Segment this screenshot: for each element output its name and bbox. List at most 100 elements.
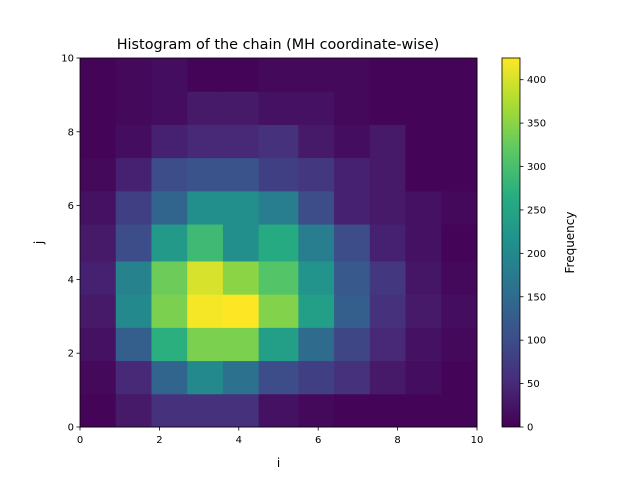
- heatmap-cell: [369, 327, 407, 362]
- heatmap-cell: [258, 124, 299, 159]
- x-axis-ticks: 0 2 4 6 8 10: [77, 427, 483, 446]
- heatmap-cell: [405, 294, 442, 328]
- colorbar-tick-label: 0: [527, 423, 533, 434]
- y-tick-label: 4: [68, 275, 74, 286]
- heatmap-cell: [80, 294, 117, 328]
- heatmap-cell: [80, 393, 117, 428]
- x-tick-label: 4: [236, 435, 242, 446]
- y-tick-label: 0: [68, 423, 74, 434]
- heatmap-cell: [187, 157, 224, 192]
- heatmap-cell: [115, 393, 152, 428]
- heatmap-cell: [187, 224, 224, 262]
- heatmap-cell: [151, 124, 188, 159]
- heatmap-cell: [151, 224, 188, 262]
- heatmap-cell: [151, 190, 188, 225]
- heatmap-cell: [441, 393, 478, 428]
- heatmap-cell: [80, 124, 117, 159]
- heatmap-cell: [115, 294, 152, 328]
- heatmap-cell: [151, 58, 188, 92]
- heatmap-cell: [298, 260, 335, 295]
- heatmap-cell: [187, 360, 224, 395]
- heatmap-cell: [80, 190, 117, 225]
- heatmap-cell: [222, 260, 260, 295]
- heatmap-cell: [187, 190, 224, 225]
- heatmap-cell: [151, 157, 188, 192]
- heatmap-cell: [258, 294, 299, 328]
- heatmap-cell: [441, 124, 478, 159]
- heatmap-cell: [258, 190, 299, 225]
- heatmap-cell: [369, 157, 407, 192]
- y-tick-label: 10: [61, 54, 74, 65]
- heatmap-cell: [80, 360, 117, 395]
- heatmap-cell: [298, 58, 335, 92]
- heatmap-cell: [222, 157, 260, 192]
- heatmap-cell: [187, 327, 224, 362]
- heatmap-cell: [405, 124, 442, 159]
- heatmap-cell: [258, 327, 299, 362]
- heatmap-cell: [151, 294, 188, 328]
- heatmap-cell: [334, 393, 371, 428]
- heatmap-cell: [334, 360, 371, 395]
- heatmap-cell: [441, 224, 478, 262]
- colorbar-tick-label: 150: [527, 292, 546, 303]
- heatmap-cell: [441, 190, 478, 225]
- heatmap-cell: [222, 58, 260, 92]
- colorbar-tick-label: 350: [527, 119, 546, 130]
- heatmap-cell: [187, 393, 224, 428]
- colorbar-tick-label: 200: [527, 249, 546, 260]
- heatmap-cell: [369, 360, 407, 395]
- heatmap-cell: [334, 327, 371, 362]
- heatmap-cell: [369, 58, 407, 92]
- heatmap-cell: [187, 124, 224, 159]
- y-axis-label: j: [32, 241, 46, 245]
- heatmap-cell: [258, 58, 299, 92]
- heatmap-cell: [441, 58, 478, 92]
- heatmap-cell: [405, 190, 442, 225]
- heatmap-cell: [334, 224, 371, 262]
- heatmap-cell: [298, 360, 335, 395]
- heatmap-cell: [334, 260, 371, 295]
- heatmap-cell: [258, 91, 299, 125]
- heatmap-cell: [334, 91, 371, 125]
- heatmap-cell: [258, 224, 299, 262]
- heatmap-cell: [369, 224, 407, 262]
- heatmap-cell: [115, 224, 152, 262]
- colorbar-tick-label: 400: [527, 75, 546, 86]
- heatmap-cell: [405, 157, 442, 192]
- heatmap-cell: [115, 327, 152, 362]
- heatmap-cell: [115, 91, 152, 125]
- heatmap-cell: [369, 260, 407, 295]
- heatmap-cell: [258, 157, 299, 192]
- y-tick-label: 8: [68, 127, 74, 138]
- heatmap-cell: [222, 124, 260, 159]
- heatmap-cell: [151, 260, 188, 295]
- heatmap-cell: [441, 91, 478, 125]
- heatmap-cell: [298, 294, 335, 328]
- heatmap-cell: [222, 327, 260, 362]
- heatmap-cell: [369, 294, 407, 328]
- heatmap-cell: [115, 360, 152, 395]
- y-axis-ticks: 0 2 4 6 8 10: [61, 54, 80, 434]
- heatmap-cell: [298, 91, 335, 125]
- heatmap-cell: [80, 91, 117, 125]
- heatmap-cell: [298, 157, 335, 192]
- plot-frame: [79, 57, 478, 428]
- heatmap-cell: [298, 224, 335, 262]
- heatmap-cell: [187, 58, 224, 92]
- heatmap-cell: [222, 91, 260, 125]
- heatmap-cell: [222, 393, 260, 428]
- x-tick-label: 8: [394, 435, 400, 446]
- heatmap-cell: [115, 58, 152, 92]
- heatmap-cell: [80, 157, 117, 192]
- heatmap-cell: [334, 190, 371, 225]
- heatmap-cell: [151, 327, 188, 362]
- heatmap-cell: [115, 157, 152, 192]
- x-tick-label: 6: [315, 435, 321, 446]
- heatmap-cell: [441, 157, 478, 192]
- heatmap-cell: [369, 190, 407, 225]
- heatmap-cell: [258, 360, 299, 395]
- heatmap-cell: [405, 91, 442, 125]
- heatmap-cell: [187, 294, 224, 328]
- heatmap-cell: [405, 327, 442, 362]
- x-tick-label: 0: [77, 435, 83, 446]
